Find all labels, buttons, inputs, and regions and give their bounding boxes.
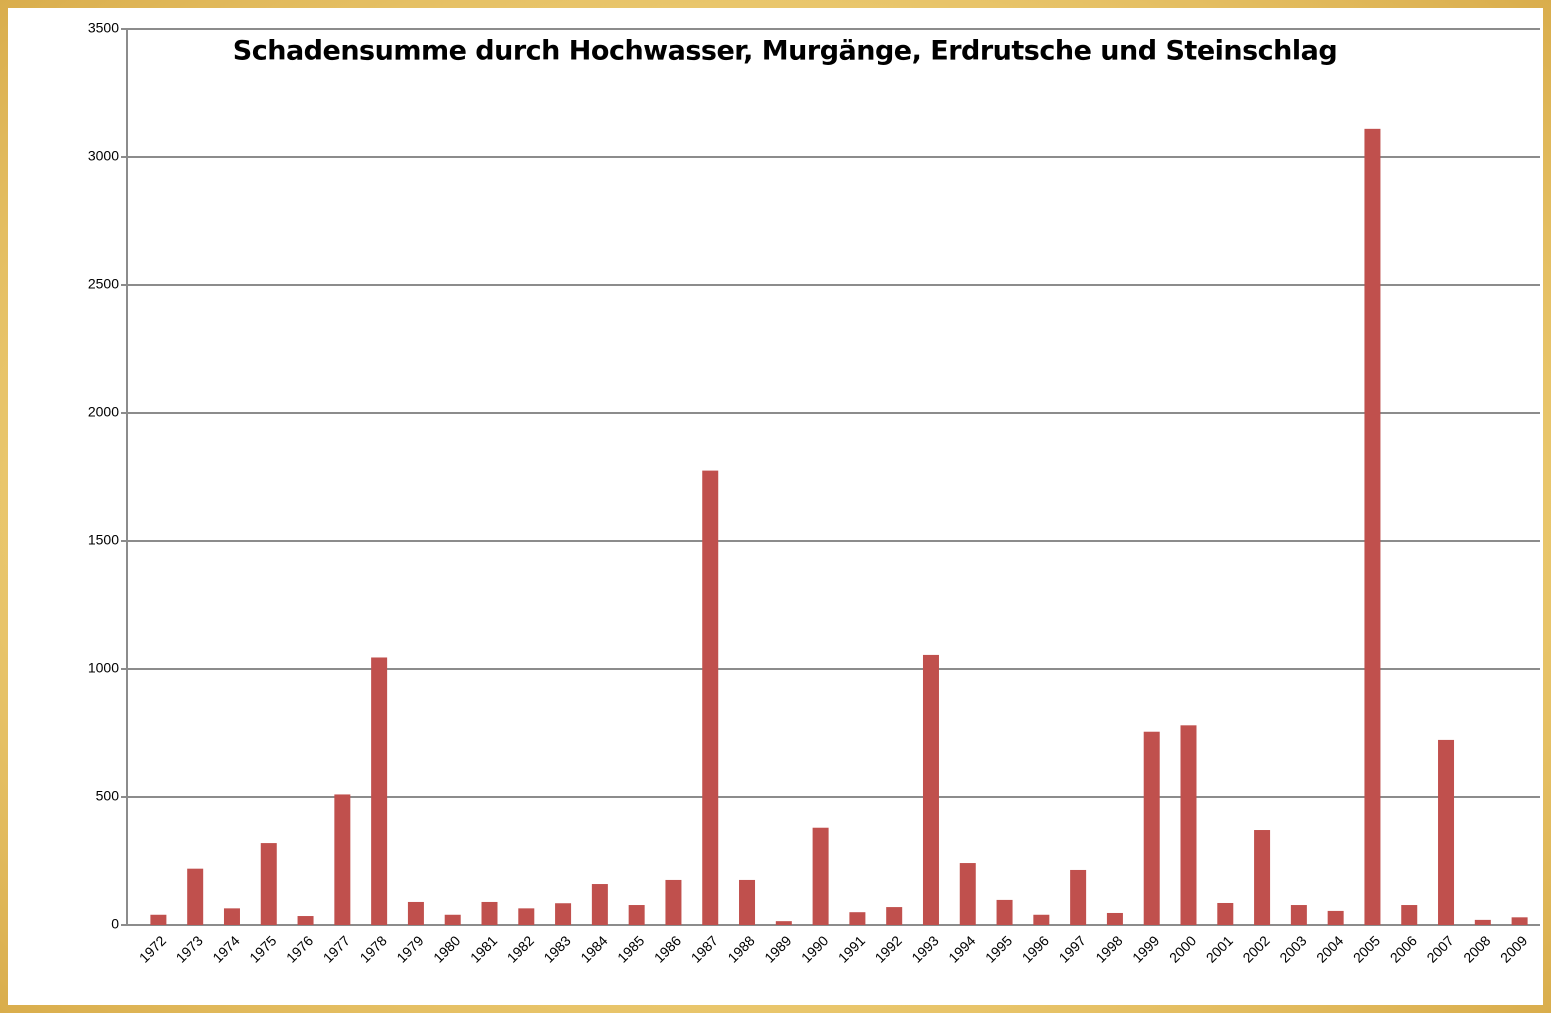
y-tick-label: 3000 [88, 148, 119, 164]
bar [260, 843, 277, 925]
bar [1033, 914, 1050, 925]
bar [150, 914, 167, 925]
bar [775, 921, 792, 925]
y-tick-label: 500 [96, 788, 120, 804]
bar [886, 907, 903, 925]
bar [702, 470, 719, 925]
bar [1474, 919, 1491, 925]
bar [1327, 910, 1344, 925]
bar [1106, 912, 1123, 925]
bar [1180, 725, 1197, 925]
bar [187, 868, 204, 925]
bar [223, 908, 240, 925]
bar [996, 899, 1013, 925]
bar [665, 879, 682, 925]
y-tick-label: 2500 [88, 276, 119, 292]
bar [1401, 905, 1418, 925]
bar [371, 657, 388, 925]
bar [922, 654, 939, 925]
bar [407, 901, 424, 925]
bar [334, 794, 351, 925]
bar [1290, 905, 1307, 925]
bar [297, 916, 314, 925]
bar [628, 905, 645, 925]
bar [849, 912, 866, 925]
bar [555, 903, 572, 925]
bar [591, 884, 608, 925]
bar [1254, 830, 1271, 925]
chart-area [8, 8, 1543, 1005]
bar [518, 908, 535, 925]
y-tick-label: 1500 [88, 532, 119, 548]
y-tick-label: 0 [111, 916, 119, 932]
bar [739, 879, 756, 925]
bar [1143, 731, 1160, 925]
bar [1070, 869, 1087, 925]
bar [959, 863, 976, 925]
y-tick-label: 1000 [88, 660, 119, 676]
y-tick-label: 2000 [88, 404, 119, 420]
bar [481, 901, 498, 925]
chart-title: Schadensumme durch Hochwasser, Murgänge,… [233, 36, 1337, 67]
bar [812, 827, 829, 925]
y-tick-label: 3500 [88, 20, 119, 36]
bar [1438, 739, 1455, 925]
bar [1364, 128, 1381, 926]
bar [1217, 902, 1234, 925]
bar [444, 914, 461, 925]
bar [1511, 917, 1528, 925]
